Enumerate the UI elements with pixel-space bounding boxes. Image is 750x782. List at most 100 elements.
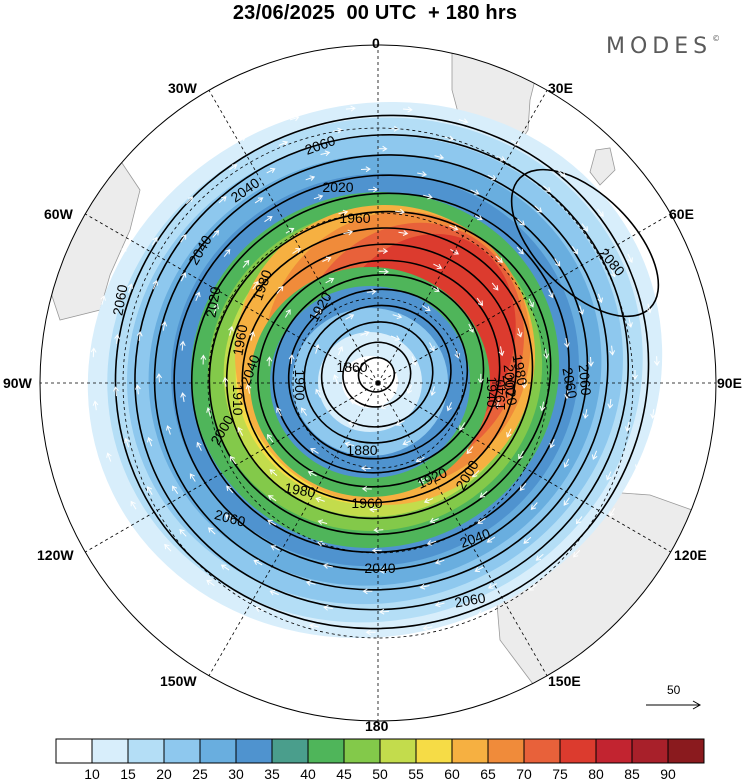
wind-arrow [543, 349, 550, 359]
wind-arrow [429, 517, 439, 524]
wind-arrow [212, 229, 220, 238]
wind-arrow [200, 354, 207, 365]
wind-arrow [218, 196, 227, 204]
wind-arrow [206, 579, 215, 587]
wind-arrow [563, 497, 570, 506]
wind-arrow [597, 293, 603, 304]
contour-label-text: 2040 [364, 560, 395, 576]
lon-label-30w: 30W [168, 80, 197, 96]
contour-label: 2020 [499, 373, 520, 407]
wind-arrow [459, 422, 466, 431]
colorbar-swatch [559, 738, 597, 764]
wind-arrow [180, 234, 187, 243]
wind-arrow [121, 246, 127, 256]
wind-arrow [477, 517, 486, 524]
wind-arrow [365, 629, 376, 636]
lon-label-150w: 150W [160, 673, 197, 689]
colorbar-tick-label: 20 [156, 766, 172, 782]
wind-arrow [136, 331, 143, 341]
contour-label-text: 1940 [492, 379, 508, 410]
wind-arrow [147, 486, 153, 495]
contour-label: 2020 [202, 285, 223, 319]
wind-arrow [147, 436, 153, 447]
lon-label-60w: 60W [44, 206, 73, 222]
wind-arrow [653, 356, 660, 367]
contour-label-text: 1980 [509, 353, 530, 387]
madagascar-land [589, 147, 616, 186]
wind-arrow [368, 186, 379, 193]
colorbar-tick-label: 65 [480, 766, 496, 782]
colorbar-tick-label: 55 [408, 766, 424, 782]
colorbar-tick-label: 85 [624, 766, 640, 782]
wind-arrow [458, 118, 469, 124]
wind-arrow [270, 545, 280, 551]
contour-label-text: 2060 [559, 366, 580, 400]
wind-arrow [314, 343, 320, 354]
lon-label-120e: 120E [674, 547, 707, 563]
wind-arrow [494, 399, 501, 410]
wind-arrow [392, 313, 403, 320]
wind-arrow [220, 564, 230, 571]
colorbar-tick-label: 35 [264, 766, 280, 782]
colorbar-tick-label: 15 [120, 766, 136, 782]
wind-arrow [278, 140, 289, 147]
wind-arrow [516, 246, 524, 255]
wind-arrow [523, 536, 532, 544]
wind-arrow [266, 356, 273, 367]
graticule [40, 45, 716, 721]
wind-arrow [276, 285, 284, 294]
wind-arrow [377, 145, 388, 152]
wind-arrow [564, 338, 570, 348]
meridian-line [377, 382, 673, 554]
colorbar-tick-label: 10 [84, 766, 100, 782]
wind-arrow [360, 330, 370, 337]
wind-arrow [627, 253, 633, 263]
wind-arrow [224, 514, 233, 522]
colorbar-swatch [307, 738, 345, 764]
wind-arrow [315, 388, 321, 398]
wind-arrow [264, 216, 273, 223]
wind-arrow [320, 150, 331, 157]
colorbar-swatch [523, 738, 561, 764]
wind-arrow [213, 303, 219, 314]
wind-arrow [632, 370, 638, 380]
wind-arrow [426, 540, 437, 546]
wind-arrow [487, 583, 497, 589]
wind-arrow [624, 421, 631, 432]
height-contour [153, 154, 609, 591]
wind-arrow [253, 559, 263, 566]
wind-arrow [581, 223, 589, 232]
contour-label: 2040 [364, 560, 395, 576]
contour-label: 2060 [559, 366, 580, 400]
wind-arrow [315, 496, 325, 503]
contour-label-text: 1960 [339, 210, 370, 226]
wind-arrow [314, 308, 322, 316]
modes-logo: MODES© [606, 34, 720, 59]
wind-arrow [189, 473, 196, 482]
height-contour [287, 288, 469, 460]
colorbar-tick-label: 25 [192, 766, 208, 782]
colorbar-tick-label: 45 [336, 766, 352, 782]
wind-arrow [100, 295, 106, 305]
wind-arrow [635, 460, 641, 470]
wind-arrow [422, 193, 433, 200]
wind-arrow [406, 384, 413, 395]
wind-arrow [166, 425, 172, 435]
contour-label-text: 2060 [453, 589, 487, 610]
colorbar-tick-label: 90 [660, 766, 676, 782]
wind-arrow [127, 283, 134, 293]
contour-label: 2000 [501, 364, 520, 397]
wind-arrow [380, 403, 390, 410]
wind-arrow [476, 297, 484, 307]
wind-arrow [164, 543, 172, 552]
wind-arrow [322, 563, 333, 569]
lon-label-30e: 30E [548, 80, 573, 96]
wind-arrow [152, 280, 159, 290]
contour-label-text: 2000 [501, 364, 520, 397]
wind-arrow [305, 580, 316, 586]
wind-arrow [300, 407, 308, 416]
wind-arrow [322, 256, 332, 262]
wind-arrow [450, 248, 460, 255]
wind-arrow [338, 209, 349, 216]
wind-arrow [434, 559, 445, 565]
